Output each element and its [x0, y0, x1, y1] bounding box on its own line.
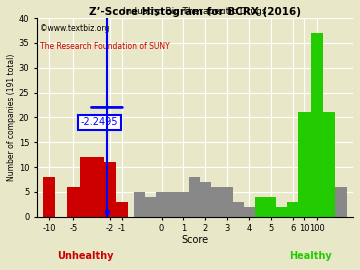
Bar — [80, 157, 92, 217]
Bar — [244, 207, 255, 217]
Bar — [189, 177, 200, 217]
Text: Healthy: Healthy — [289, 251, 332, 261]
Text: Industry: Bio Therapeutic Drugs: Industry: Bio Therapeutic Drugs — [123, 7, 267, 16]
Bar — [167, 192, 178, 217]
Bar — [104, 162, 116, 217]
Text: The Research Foundation of SUNY: The Research Foundation of SUNY — [40, 42, 170, 51]
Bar — [276, 207, 287, 217]
Bar — [255, 197, 266, 217]
Bar — [287, 202, 298, 217]
Bar — [116, 202, 128, 217]
Text: -2.2495: -2.2495 — [81, 117, 118, 127]
Title: Z’-Score Histogram for BCRX (2016): Z’-Score Histogram for BCRX (2016) — [89, 7, 301, 17]
Bar — [200, 182, 211, 217]
Bar — [134, 192, 145, 217]
Bar — [222, 187, 233, 217]
Bar — [145, 197, 156, 217]
Bar — [178, 192, 189, 217]
Text: ©www.textbiz.org: ©www.textbiz.org — [40, 24, 109, 33]
Bar — [233, 202, 244, 217]
Bar — [211, 187, 222, 217]
Bar — [266, 197, 276, 217]
Text: Unhealthy: Unhealthy — [57, 251, 114, 261]
Bar — [323, 112, 335, 217]
Bar — [92, 157, 104, 217]
Bar — [335, 187, 347, 217]
Bar — [298, 112, 311, 217]
Bar — [311, 33, 323, 217]
Bar — [43, 177, 55, 217]
Y-axis label: Number of companies (191 total): Number of companies (191 total) — [7, 54, 16, 181]
Bar — [67, 187, 80, 217]
X-axis label: Score: Score — [181, 235, 208, 245]
Bar — [156, 192, 167, 217]
